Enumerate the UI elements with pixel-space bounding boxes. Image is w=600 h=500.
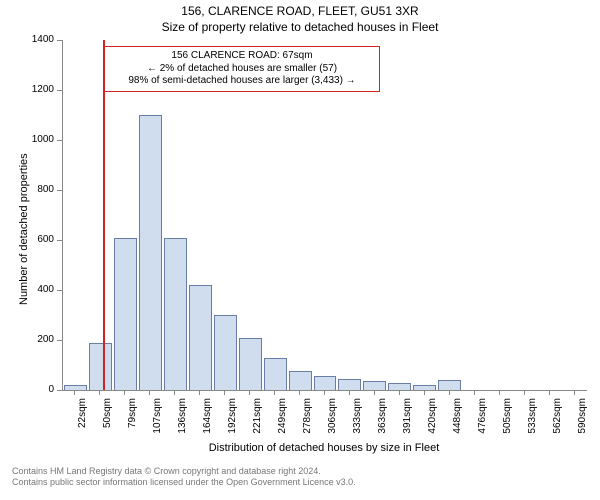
x-tick-mark [424, 390, 425, 395]
y-tick-label: 800 [22, 184, 54, 195]
x-tick-mark [124, 390, 125, 395]
x-tick-label: 533sqm [527, 398, 538, 448]
x-tick-mark [349, 390, 350, 395]
footer-attribution: Contains HM Land Registry data © Crown c… [12, 466, 356, 489]
footer-line-1: Contains HM Land Registry data © Crown c… [12, 466, 356, 477]
x-tick-label: 221sqm [252, 398, 263, 448]
x-tick-mark [524, 390, 525, 395]
y-tick-mark [57, 190, 62, 191]
y-tick-mark [57, 240, 62, 241]
y-tick-mark [57, 140, 62, 141]
x-tick-mark [574, 390, 575, 395]
histogram-bar [239, 338, 262, 391]
histogram-bar [139, 115, 162, 390]
page-root: { "chart": { "type": "histogram", "title… [0, 0, 600, 500]
histogram-bar [363, 381, 386, 390]
x-tick-label: 476sqm [477, 398, 488, 448]
x-tick-label: 562sqm [552, 398, 563, 448]
x-tick-mark [99, 390, 100, 395]
x-tick-label: 136sqm [177, 398, 188, 448]
histogram-bar [413, 385, 436, 390]
histogram-bar [214, 315, 237, 390]
chart-title-sub: Size of property relative to detached ho… [0, 20, 600, 34]
histogram-bar [388, 383, 411, 391]
x-tick-label: 420sqm [427, 398, 438, 448]
y-tick-label: 0 [22, 384, 54, 395]
annotation-line-3: 98% of semi-detached houses are larger (… [111, 75, 373, 88]
x-tick-label: 333sqm [352, 398, 363, 448]
x-tick-label: 50sqm [102, 398, 113, 448]
histogram-bar [164, 238, 187, 391]
y-tick-mark [57, 390, 62, 391]
chart-plot-area [62, 40, 587, 391]
x-tick-label: 590sqm [577, 398, 588, 448]
annotation-line-1: 156 CLARENCE ROAD: 67sqm [111, 50, 373, 63]
y-tick-label: 1400 [22, 34, 54, 45]
histogram-bar [114, 238, 137, 391]
histogram-bar [438, 380, 461, 390]
x-tick-mark [324, 390, 325, 395]
histogram-bar [314, 376, 337, 390]
x-tick-label: 22sqm [77, 398, 88, 448]
histogram-bar [264, 358, 287, 391]
y-tick-mark [57, 340, 62, 341]
x-tick-label: 391sqm [402, 398, 413, 448]
x-tick-label: 79sqm [127, 398, 138, 448]
x-tick-mark [274, 390, 275, 395]
x-tick-label: 363sqm [377, 398, 388, 448]
x-tick-mark [374, 390, 375, 395]
x-tick-mark [449, 390, 450, 395]
histogram-bar [289, 371, 312, 390]
y-tick-label: 200 [22, 334, 54, 345]
x-tick-label: 448sqm [452, 398, 463, 448]
y-axis-label: Number of detached properties [18, 153, 30, 305]
x-tick-mark [399, 390, 400, 395]
x-tick-mark [474, 390, 475, 395]
histogram-bar [338, 379, 361, 390]
x-tick-mark [174, 390, 175, 395]
chart-title-main: 156, CLARENCE ROAD, FLEET, GU51 3XR [0, 4, 600, 18]
x-tick-label: 278sqm [302, 398, 313, 448]
y-tick-mark [57, 40, 62, 41]
x-tick-mark [299, 390, 300, 395]
y-tick-mark [57, 90, 62, 91]
x-tick-label: 192sqm [227, 398, 238, 448]
x-tick-label: 505sqm [502, 398, 513, 448]
x-tick-mark [224, 390, 225, 395]
y-tick-label: 400 [22, 284, 54, 295]
y-tick-label: 1200 [22, 84, 54, 95]
x-tick-mark [549, 390, 550, 395]
annotation-line-2: ← 2% of detached houses are smaller (57) [111, 63, 373, 76]
x-tick-label: 306sqm [327, 398, 338, 448]
x-tick-mark [149, 390, 150, 395]
histogram-bar [89, 343, 112, 391]
x-tick-label: 107sqm [152, 398, 163, 448]
footer-line-2: Contains public sector information licen… [12, 477, 356, 488]
y-tick-mark [57, 290, 62, 291]
y-tick-label: 1000 [22, 134, 54, 145]
histogram-bar [189, 285, 212, 390]
annotation-callout: 156 CLARENCE ROAD: 67sqm ← 2% of detache… [104, 46, 380, 92]
x-tick-mark [74, 390, 75, 395]
x-tick-mark [199, 390, 200, 395]
x-tick-mark [249, 390, 250, 395]
x-tick-label: 164sqm [202, 398, 213, 448]
x-tick-mark [499, 390, 500, 395]
y-tick-label: 600 [22, 234, 54, 245]
subject-marker-line [103, 40, 105, 390]
x-tick-label: 249sqm [277, 398, 288, 448]
